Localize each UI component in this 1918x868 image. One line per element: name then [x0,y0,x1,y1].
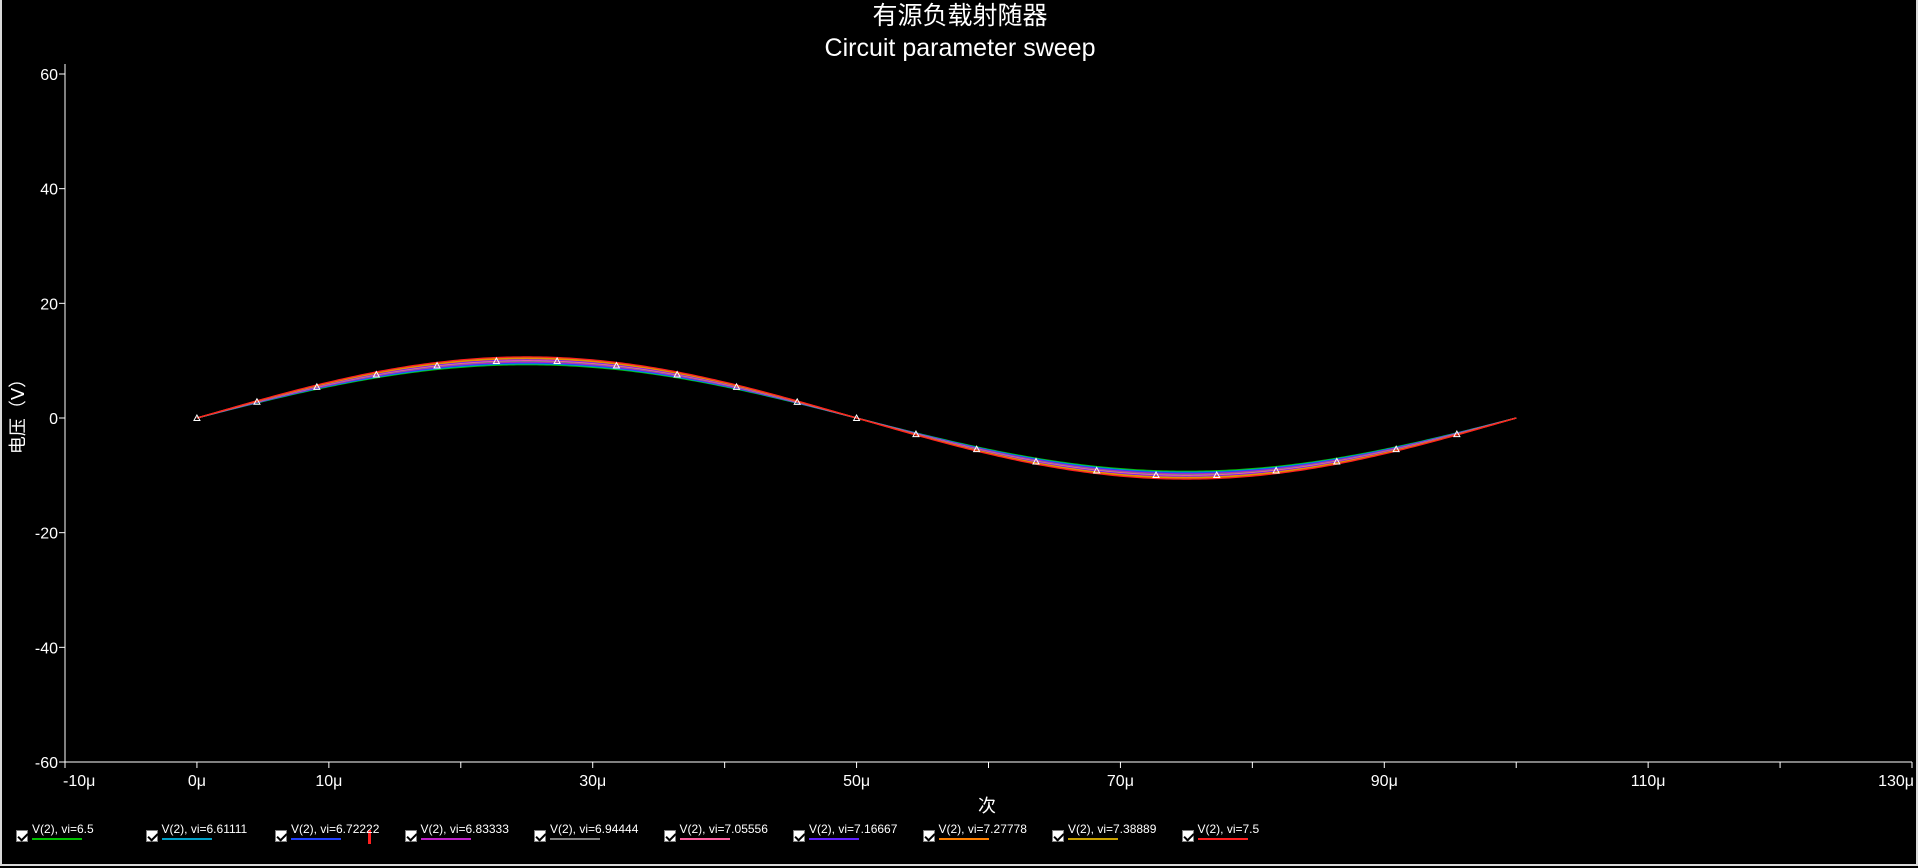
y-axis-title: 电压（V） [8,370,29,454]
x-tick-label: 0μ [188,773,206,790]
data-marker [1212,470,1221,479]
legend-checkbox[interactable] [793,830,805,842]
legend-label: V(2), vi=7.5 [1197,822,1260,836]
data-marker [1272,466,1280,474]
data-marker [313,382,321,390]
data-marker [1032,457,1040,465]
data-marker [793,397,802,405]
data-marker [732,382,741,390]
x-tick-label: 50μ [843,773,870,790]
data-marker [553,356,561,364]
y-tick-label: 40 [40,182,58,199]
data-marker [1092,466,1101,474]
y-tick-label: 0 [49,411,58,428]
data-marker [1453,430,1461,438]
legend-label: V(2), vi=6.83333 [420,822,509,836]
legend-swatch [938,838,989,840]
data-marker [433,361,441,369]
chart-title: 有源负载射随器 [872,1,1047,30]
legend-label: V(2), vi=7.27778 [938,822,1027,836]
legend-label: V(2), vi=7.05556 [679,822,768,836]
y-tick-label: -40 [35,640,58,657]
legend-swatch [1197,838,1248,840]
legend-checkbox[interactable] [1181,830,1194,842]
legend-swatch [1068,838,1118,840]
legend-swatch [550,838,600,840]
data-marker [852,413,861,421]
legend-checkbox[interactable] [16,830,28,842]
legend-label: V(2), vi=7.38889 [1068,822,1157,836]
legend-checkbox[interactable] [145,830,158,842]
legend-scroll-marker [368,830,371,844]
data-marker [1152,470,1160,479]
x-axis: -10μ 0μ 10μ 30μ 50μ 70μ 90μ 110μ 130μ [63,761,1914,790]
series-lines [196,356,1517,480]
x-tick-label: 130μ [1878,773,1914,790]
y-tick-label: 20 [40,296,58,313]
legend-swatch [809,838,859,840]
legend-label: V(2), vi=7.16667 [809,822,898,836]
data-marker [193,413,201,421]
x-tick-label: 10μ [315,773,342,790]
x-axis-title: 次 [978,796,996,817]
legend-checkbox[interactable] [922,830,935,842]
x-tick-label: 30μ [579,773,606,790]
data-marker [673,370,681,378]
data-marker [492,356,501,364]
x-tick-label: 90μ [1371,773,1398,790]
legend-swatch [679,838,730,840]
legend-swatch [291,838,341,840]
legend-label: V(2), vi=6.72222 [291,822,380,836]
legend-checkbox[interactable] [1052,830,1064,842]
data-marker [612,361,621,369]
x-tick-label: 110μ [1631,773,1666,790]
y-tick-label: -60 [35,755,58,772]
data-marker [912,430,920,438]
data-marker [1392,445,1401,453]
chart-subtitle: Circuit parameter sweep [825,34,1096,62]
y-tick-label: 60 [40,67,58,84]
legend-checkbox[interactable] [663,830,676,842]
legend-label: V(2), vi=6.94444 [550,822,639,836]
legend-checkbox[interactable] [404,830,417,842]
legend-swatch [420,838,471,840]
data-markers [193,356,1461,479]
legend-swatch [161,838,212,840]
y-tick-label: -20 [35,526,58,543]
x-tick-label: 70μ [1107,773,1134,790]
data-marker [972,445,981,453]
series-line [196,356,1517,480]
data-marker [1332,457,1341,465]
data-marker [372,370,381,378]
legend-label: V(2), vi=6.61111 [161,822,248,836]
legend-checkbox[interactable] [275,830,287,842]
legend: V(2), vi=6.5 V(2), vi=6.61111 V(2), vi=6.7… [16,820,1316,850]
y-axis: 60 40 20 0 -20 -40 -60 [35,64,66,772]
x-tick-label: -10μ [63,773,95,790]
legend-checkbox[interactable] [534,830,546,842]
legend-label: V(2), vi=6.5 [32,822,94,836]
data-marker [253,397,261,405]
legend-swatch [32,838,82,840]
